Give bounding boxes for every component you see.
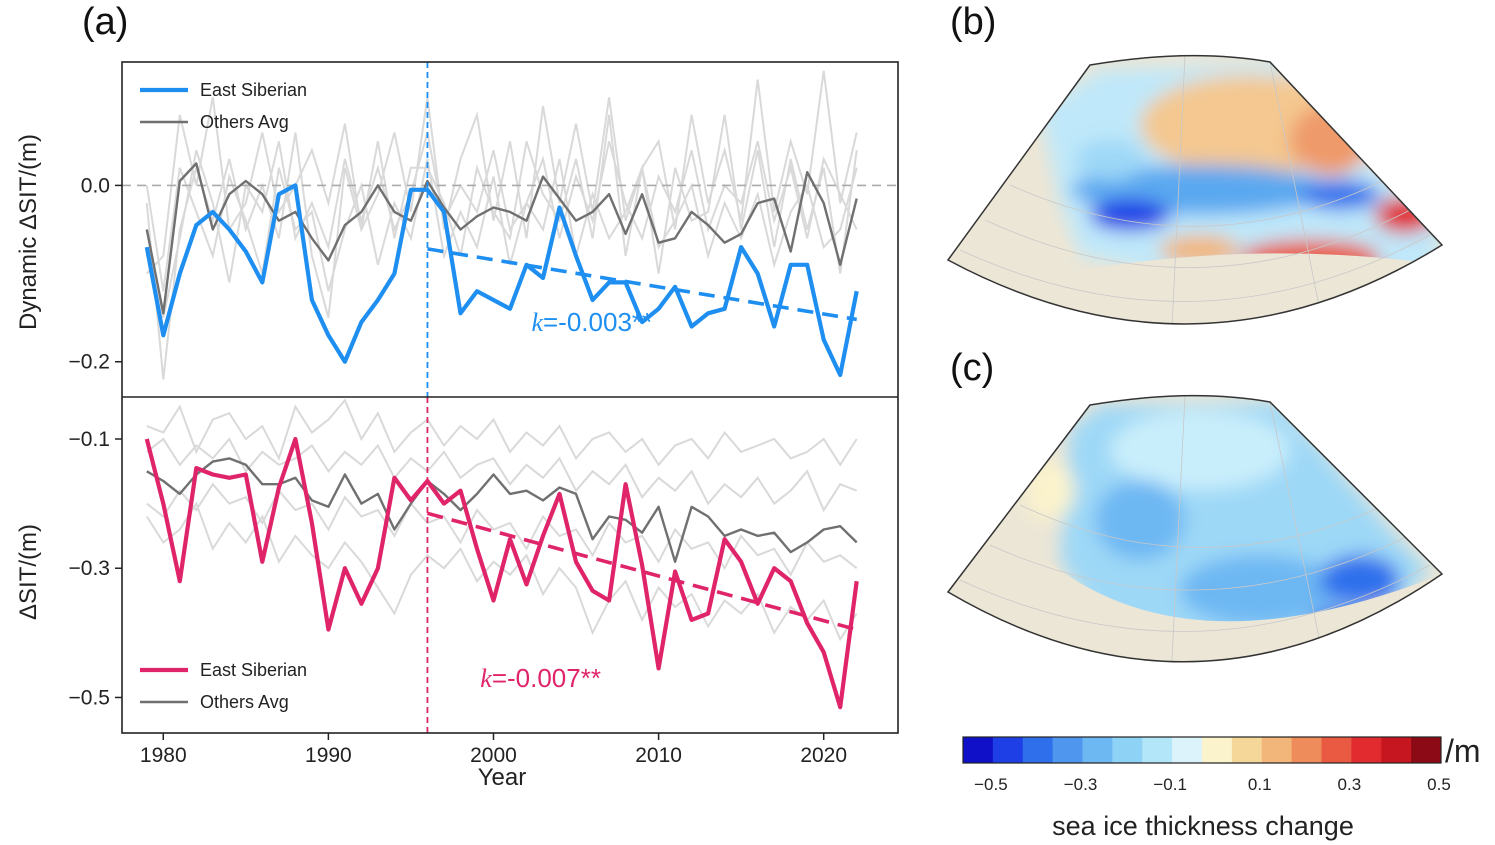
trend-annotation: k=-0.007** [480,663,601,693]
land-fill [948,549,1442,662]
series-lines [144,436,859,710]
legend-label: Others Avg [200,692,289,712]
colorbar-tick-label: −0.3 [1064,775,1098,794]
region-line-2 [146,70,858,275]
colorbar-swatch [1082,737,1113,763]
x-tick-label: 2000 [470,744,517,767]
legend: East Siberian Others Avg [140,660,307,712]
y-axis-ticks: −0.1 −0.3 −0.5 [69,428,122,709]
y-tick-label: −0.1 [69,428,110,451]
colorbar-swatch [963,737,994,763]
series-east-siberian [144,436,859,710]
colorbar-tick-label: −0.1 [1153,775,1187,794]
trend-k-symbol: k [480,664,492,693]
panel-label-b: (b) [950,1,996,43]
colorbar-tick-label: −0.5 [974,775,1008,794]
colorbar-swatch [1411,737,1442,763]
colorbar-swatch [1231,737,1263,763]
panel-label-c: (c) [950,347,994,389]
colorbar-swatch [1202,737,1233,763]
colorbar-unit: /m [1445,733,1481,769]
regions-background-lines [145,398,858,642]
colorbar: −0.5 −0.3 −0.1 0.1 0.3 0.5 /m sea ice thickne… [962,733,1481,841]
colorbar-swatch [1261,737,1293,763]
x-axis-ticks: 1980 1990 2000 2010 2020 [140,733,847,767]
x-tick-label: 2010 [635,744,682,767]
x-tick-label: 1980 [140,744,187,767]
series-others-avg [146,457,858,563]
trend-line [427,247,858,322]
colorbar-ticks: −0.5 −0.3 −0.1 0.1 0.3 0.5 [974,775,1451,794]
legend-label: East Siberian [200,80,307,100]
region-line-1 [146,398,858,467]
colorbar-swatch [1142,737,1173,763]
y-axis-ticks: 0.0 −0.2 [69,174,122,374]
colorbar-swatch [1052,737,1083,763]
region-line-2 [146,437,858,513]
series-east-siberian [144,183,859,378]
colorbar-swatch [1112,737,1143,763]
y-axis-label: Dynamic ΔSIT/(m) [15,134,42,330]
colorbar-swatch [1351,737,1382,763]
y-tick-label: 0.0 [81,174,110,197]
map-outline [946,394,1444,663]
colorbar-swatches [963,737,1442,763]
region-line-3 [145,158,858,292]
trend-value: =-0.007** [492,663,601,693]
x-tick-label: 1990 [305,744,352,767]
colorbar-tick-label: 0.1 [1248,775,1272,794]
series-lines [144,162,859,378]
dynamic-sit-plot: k=-0.003** 0.0 −0.2 Dynamic ΔSIT/(m) East… [15,62,898,397]
legend-label: Others Avg [200,112,289,132]
trend-value: =-0.003** [543,307,652,337]
series-others-avg [145,162,858,315]
total-sit-plot: k=-0.007** −0.1 −0.3 −0.5 1980 1990 2000 2010… [15,397,859,791]
colorbar-tick-label: 0.5 [1427,775,1451,794]
y-axis-label: ΔSIT/(m) [15,524,42,620]
land-fill [948,253,1442,324]
colorbar-tick-label: 0.3 [1338,775,1362,794]
map-total-change [946,394,1444,663]
time-series-panel: k=-0.003** 0.0−0.2 Dynamic ΔSIT/(m) East… [15,61,899,791]
colorbar-swatch [1381,737,1412,763]
trend-annotation: k=-0.003** [531,307,652,337]
colorbar-swatch [992,737,1024,763]
y-tick-label: −0.2 [69,351,110,374]
trend-k-symbol: k [531,308,543,337]
y-tick-label: −0.3 [69,557,110,580]
map-outline [946,54,1444,325]
map-dynamic-change [946,54,1444,325]
x-axis-label: Year [478,764,527,791]
legend: East Siberian Others Avg [140,80,307,132]
colorbar-swatch [1321,737,1352,763]
region-line-3 [146,482,858,577]
x-tick-label: 2020 [800,744,847,767]
legend-label: East Siberian [200,660,307,680]
colorbar-swatch [1291,737,1322,763]
colorbar-swatch [1022,737,1054,763]
y-tick-label: −0.5 [69,686,110,709]
colorbar-label: sea ice thickness change [1052,811,1354,841]
panel-label-a: (a) [82,1,128,43]
colorbar-frame [962,736,1442,764]
colorbar-swatch [1172,737,1203,763]
